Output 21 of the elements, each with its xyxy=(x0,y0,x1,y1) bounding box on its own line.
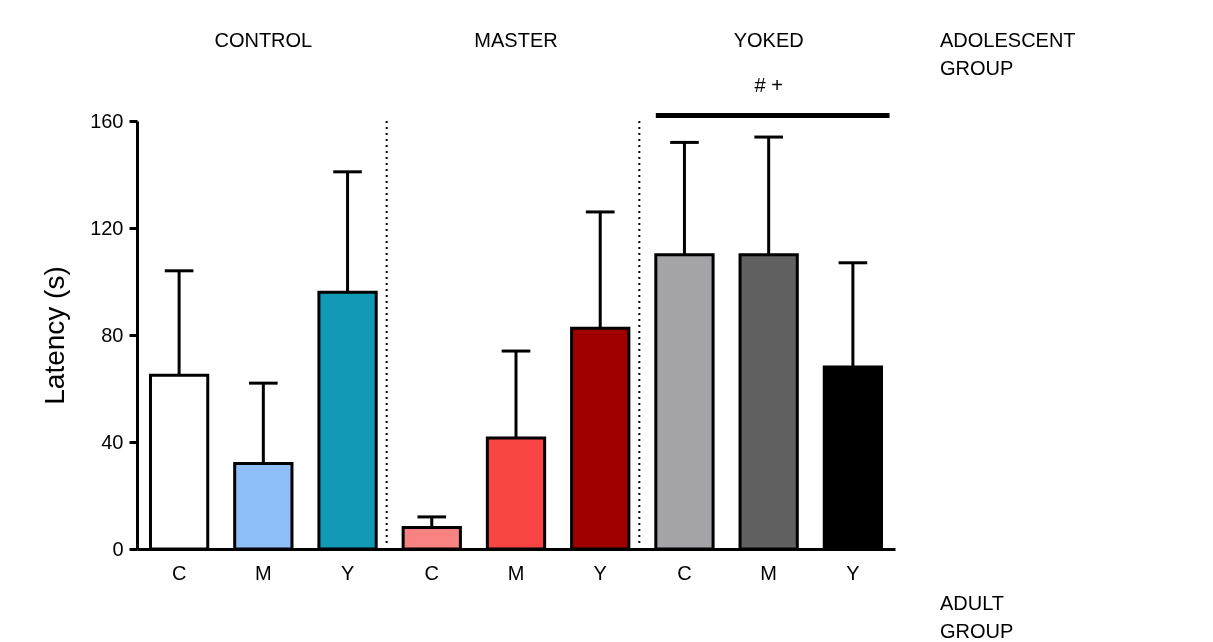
text: # + xyxy=(754,74,783,96)
text: CONTROL xyxy=(214,29,313,51)
text: ADOLESCENT GROUP xyxy=(940,29,1076,79)
y-tick-label: 160 xyxy=(90,109,124,132)
x-tick-label: M xyxy=(507,561,525,584)
x-tick-label: Y xyxy=(593,561,607,584)
y-tick-label: 120 xyxy=(90,216,124,239)
y-tick-label: 40 xyxy=(101,430,124,453)
x-tick-label: Y xyxy=(340,561,355,584)
text: ADULT GROUP xyxy=(940,592,1014,642)
x-tick-label: C xyxy=(171,561,187,584)
x-tick-label: M xyxy=(255,561,272,584)
y-tick-label: 0 xyxy=(112,537,124,560)
x-tick-label: C xyxy=(424,561,439,584)
x-tick-label: C xyxy=(677,561,692,584)
x-tick-label: Y xyxy=(846,561,860,584)
text: MASTER xyxy=(474,29,558,51)
text: YOKED xyxy=(733,29,804,51)
y-tick-label: 80 xyxy=(101,323,124,346)
y-axis-title: Latency (s) xyxy=(39,266,71,405)
x-tick-label: M xyxy=(760,561,777,584)
